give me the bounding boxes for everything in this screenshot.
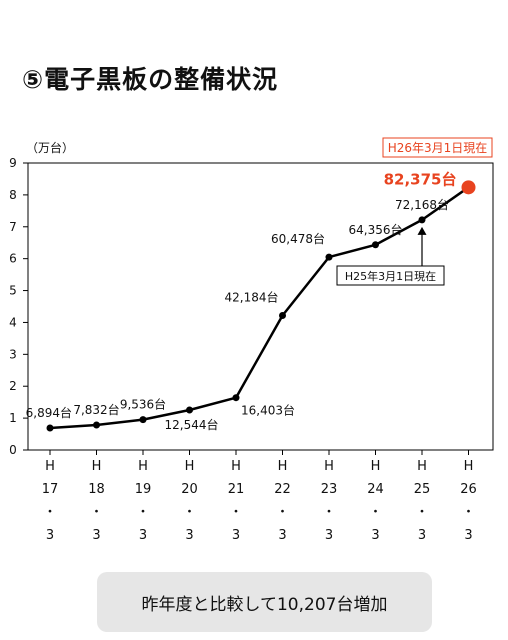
- x-tick-label: 3: [325, 528, 333, 543]
- x-tick-label: H: [92, 459, 102, 474]
- x-tick-label: 3: [232, 528, 240, 543]
- x-tick-label: 3: [185, 528, 193, 543]
- x-tick-label: H: [324, 459, 334, 474]
- plot-area-frame: [27, 162, 494, 451]
- y-tick-label: 1: [9, 411, 17, 425]
- x-tick-label: 23: [321, 482, 338, 497]
- data-label: 12,544台: [165, 417, 219, 432]
- y-tick-label: 6: [9, 252, 17, 266]
- x-tick-label: H: [45, 459, 55, 474]
- x-tick-label: 25: [414, 482, 431, 497]
- x-tick-label: 24: [367, 482, 384, 497]
- x-tick-label: H: [185, 459, 195, 474]
- page-title: ⑤電子黒板の整備状況: [22, 65, 279, 94]
- x-tick-label: 3: [278, 528, 286, 543]
- data-point: [46, 424, 54, 432]
- x-tick-label: ・: [90, 505, 103, 520]
- data-label: 9,536台: [120, 397, 166, 412]
- chart-annotations: H26年3月1日現在 H25年3月1日現在: [336, 137, 493, 286]
- data-point: [139, 416, 147, 424]
- x-tick-label: 3: [92, 528, 100, 543]
- x-tick-label: H: [278, 459, 288, 474]
- data-label: 42,184台: [225, 289, 279, 304]
- x-tick-label: H: [417, 459, 427, 474]
- x-tick-label: 26: [460, 482, 477, 497]
- x-tick-label: H: [231, 459, 241, 474]
- x-tick-label: ・: [43, 505, 56, 520]
- data-label: 64,356台: [349, 222, 403, 237]
- x-tick-label: ・: [415, 505, 428, 520]
- y-tick-label: 3: [9, 347, 17, 361]
- x-tick-label: H: [464, 459, 474, 474]
- y-tick-label: 5: [9, 284, 17, 298]
- x-tick-label: ・: [276, 505, 289, 520]
- x-tick-label: ・: [322, 505, 335, 520]
- data-label: 72,168台: [395, 197, 449, 212]
- x-tick-label: ・: [369, 505, 382, 520]
- x-tick-label: 17: [42, 482, 59, 497]
- chart-labels: 6,894台 7,832台 9,536台 12,544台 16,403台 42,184台 6…: [26, 170, 457, 432]
- x-tick-label: ・: [183, 505, 196, 520]
- data-point: [418, 216, 426, 224]
- data-label: 6,894台: [26, 405, 72, 420]
- x-tick-label: 3: [46, 528, 54, 543]
- y-tick-label: 8: [9, 188, 17, 202]
- y-tick-label: 7: [9, 220, 17, 234]
- current-date-label: H26年3月1日現在: [388, 141, 488, 155]
- data-point: [325, 253, 333, 261]
- y-tick-label: 0: [9, 443, 17, 457]
- x-tick-label: 3: [139, 528, 147, 543]
- data-label: 7,832台: [73, 402, 119, 417]
- x-tick-label: 19: [135, 482, 152, 497]
- prev-date-box: [336, 265, 445, 286]
- x-tick-label: H: [371, 459, 381, 474]
- data-point: [232, 394, 240, 402]
- current-date-box: [382, 137, 493, 158]
- x-tick-label: 3: [418, 528, 426, 543]
- chart-series: [46, 180, 476, 432]
- data-label: 16,403台: [241, 403, 295, 418]
- y-axis-label: （万台）: [26, 140, 74, 155]
- y-tick-label: 2: [9, 379, 17, 393]
- data-point: [279, 311, 286, 319]
- data-label: 60,478台: [271, 231, 325, 246]
- x-tick-label: ・: [136, 505, 149, 520]
- x-tick-label: 20: [181, 482, 198, 497]
- data-point: [93, 421, 100, 429]
- prev-date-label: H25年3月1日現在: [345, 269, 436, 283]
- x-tick-label: ・: [462, 505, 475, 520]
- y-tick-label: 4: [9, 315, 17, 329]
- highlight-point: [461, 180, 476, 195]
- x-tick-label: 22: [274, 482, 291, 497]
- series-line: [49, 186, 470, 430]
- x-tick-label: 3: [464, 528, 472, 543]
- prev-date-arrow-head: [417, 226, 427, 235]
- y-tick-label: 9: [9, 156, 17, 170]
- x-tick-label: ・: [229, 505, 242, 520]
- x-tick-label: 3: [371, 528, 379, 543]
- summary-box: 昨年度と比較して10,207台増加: [97, 572, 432, 632]
- x-tick-label: 21: [228, 482, 245, 497]
- summary-text: 昨年度と比較して10,207台増加: [141, 594, 388, 615]
- data-label: 82,375台: [384, 170, 457, 188]
- data-point: [372, 241, 379, 249]
- data-point: [186, 406, 193, 414]
- chart-axes: （万台）0123456789H17・3H18・3H19・3H20・3H21・3H…: [9, 140, 494, 543]
- x-tick-label: 18: [88, 482, 105, 497]
- x-tick-label: H: [138, 459, 148, 474]
